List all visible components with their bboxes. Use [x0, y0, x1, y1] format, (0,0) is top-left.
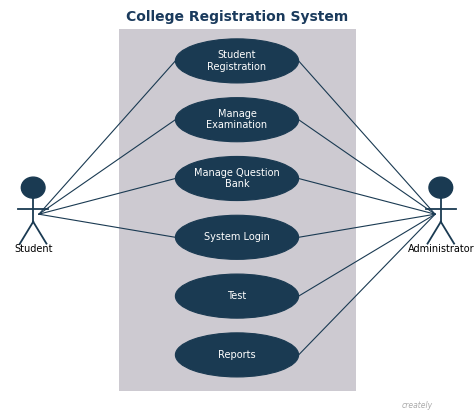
Text: Test: Test [228, 291, 246, 301]
Text: Student
Registration: Student Registration [208, 50, 266, 72]
Text: Reports: Reports [218, 350, 256, 360]
Text: Student: Student [14, 244, 53, 255]
Circle shape [21, 177, 45, 198]
Text: Administrator: Administrator [408, 244, 474, 255]
Ellipse shape [175, 215, 299, 259]
Text: Manage Question
Bank: Manage Question Bank [194, 168, 280, 189]
Ellipse shape [175, 274, 299, 318]
Text: creately: creately [401, 401, 433, 410]
Ellipse shape [175, 157, 299, 201]
Ellipse shape [175, 39, 299, 83]
FancyBboxPatch shape [118, 29, 356, 391]
Ellipse shape [175, 97, 299, 142]
Text: System Login: System Login [204, 232, 270, 242]
Text: College Registration System: College Registration System [126, 10, 348, 24]
Text: Manage
Examination: Manage Examination [207, 109, 267, 131]
Ellipse shape [175, 333, 299, 377]
Circle shape [429, 177, 453, 198]
